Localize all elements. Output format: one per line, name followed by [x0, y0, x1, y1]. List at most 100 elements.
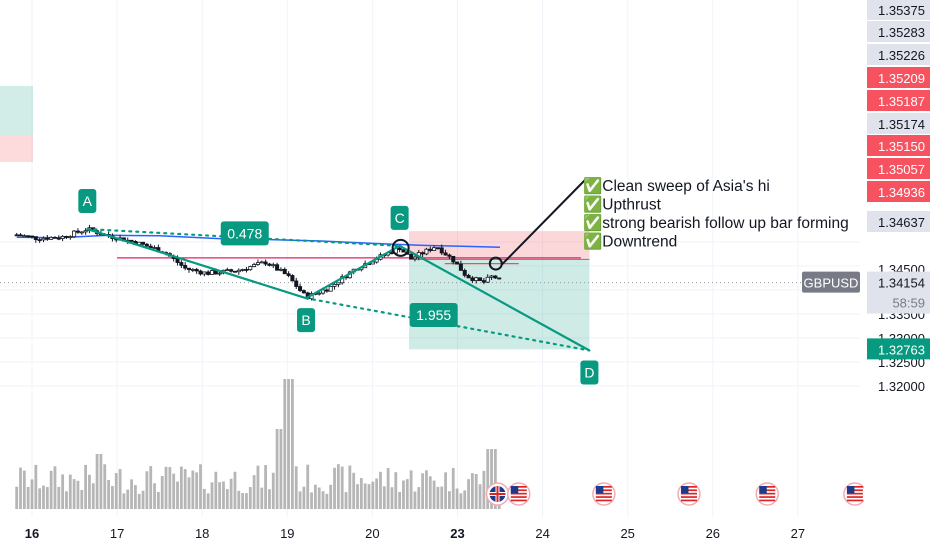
- volume-bar: [122, 493, 126, 509]
- candle-body: [41, 237, 46, 241]
- date-tick-label: 26: [706, 526, 720, 541]
- candle-body: [432, 247, 437, 251]
- candle-body: [83, 230, 88, 233]
- volume-bar: [176, 481, 179, 509]
- us-flag-stripe: [759, 486, 776, 488]
- us-flag-stripe: [510, 489, 527, 492]
- volume-bar: [218, 482, 222, 509]
- us-flag-stripe: [510, 496, 527, 498]
- date-tick-label: 24: [535, 526, 549, 541]
- volume-bar: [444, 472, 447, 509]
- candle-body: [466, 274, 471, 279]
- us-flag-stripe: [595, 496, 612, 498]
- price-tag: [867, 113, 930, 134]
- volume-bar: [474, 474, 478, 509]
- volume-bar: [245, 493, 248, 509]
- candle-body: [474, 277, 479, 281]
- volume-bar: [76, 480, 80, 509]
- candle-body: [18, 234, 23, 237]
- volume-bar: [141, 490, 145, 509]
- us-flag-stripe: [595, 492, 612, 495]
- volume-bar: [222, 481, 225, 509]
- time-axis[interactable]: 16 17 18 19 20 23 24 25 26 27: [0, 517, 864, 550]
- us-flag-stripe: [846, 496, 863, 498]
- candle-body: [217, 272, 222, 275]
- volume-bar: [118, 469, 122, 509]
- time-axis-background: [0, 517, 864, 550]
- us-flag-stripe: [846, 486, 863, 488]
- volume-bar: [38, 488, 42, 509]
- us-flag-stripe: [680, 496, 697, 498]
- candle-body: [298, 286, 303, 291]
- candle-body: [152, 247, 157, 249]
- point-label-box-b: [297, 308, 316, 333]
- candle-body: [321, 289, 326, 294]
- us-flag-stripe: [510, 492, 527, 495]
- candle-body: [56, 237, 61, 240]
- price-tag: [867, 67, 930, 88]
- candle-body: [29, 235, 34, 238]
- candle-body: [470, 277, 475, 281]
- volume-bar: [172, 473, 176, 509]
- candle-body: [190, 268, 195, 271]
- us-flag-stripe: [595, 486, 612, 488]
- candle-body: [175, 258, 180, 263]
- price-tag: [867, 158, 930, 179]
- volume-bar: [298, 491, 302, 509]
- volume-bar: [168, 467, 172, 509]
- date-tick-label: 19: [280, 526, 294, 541]
- candle-body: [198, 270, 203, 275]
- candle-body: [455, 261, 460, 265]
- volume-bar: [379, 471, 382, 509]
- candle-body: [75, 230, 80, 233]
- us-flag-canton: [846, 486, 855, 494]
- harmonic-pattern[interactable]: A B C D 0.478 1.955: [78, 179, 599, 385]
- volume-bar: [455, 488, 459, 509]
- volume-bar: [333, 467, 336, 509]
- volume-bar: [26, 486, 30, 509]
- volume-bar: [317, 487, 321, 509]
- price-axis[interactable]: 1.335001.330001.325001.320001.345001.353…: [802, 0, 932, 550]
- notes: ✅Clean sweep of Asia's hi✅Upthrust✅stron…: [583, 176, 849, 251]
- volume-bar: [264, 465, 267, 509]
- volume-bar: [248, 487, 252, 509]
- volume-bar: [421, 473, 425, 509]
- us-flag-stripe: [510, 499, 527, 502]
- candle-body: [263, 261, 268, 265]
- pattern-bd-dotted: [304, 297, 591, 352]
- volume-bar: [61, 474, 65, 509]
- date-tick-label: 25: [620, 526, 634, 541]
- candle-body: [294, 280, 299, 287]
- volume-bar: [294, 466, 298, 509]
- point-label-b: B: [301, 312, 310, 328]
- volume-bar: [191, 470, 195, 509]
- price-tag-label: 1.35174: [878, 117, 925, 132]
- current-price-tag: [867, 271, 930, 314]
- volume-bar: [478, 484, 482, 509]
- candle-body: [236, 269, 241, 273]
- volume-bar: [202, 488, 206, 509]
- candle-body: [33, 236, 38, 241]
- note-line: ✅Upthrust: [583, 195, 662, 214]
- volume-bar: [336, 464, 340, 509]
- price-tag: [867, 181, 930, 202]
- volume-bar: [459, 493, 463, 509]
- volume-bar: [195, 472, 199, 509]
- candle-body: [451, 255, 456, 263]
- volume-bar: [252, 475, 256, 509]
- volume-bar: [256, 465, 260, 509]
- candle-body: [22, 235, 27, 238]
- volume-bar: [367, 484, 371, 509]
- volume-bar: [233, 471, 237, 509]
- volume-bar: [359, 478, 363, 509]
- ratio-box: [220, 221, 269, 246]
- point-label-a: A: [83, 193, 93, 209]
- volume-bar: [68, 474, 72, 509]
- candle-body: [481, 280, 486, 283]
- volume-bar: [22, 470, 26, 509]
- candle-body: [282, 268, 287, 275]
- volume-bar: [214, 471, 218, 509]
- candle-body: [60, 236, 65, 239]
- volume-bar: [126, 489, 130, 509]
